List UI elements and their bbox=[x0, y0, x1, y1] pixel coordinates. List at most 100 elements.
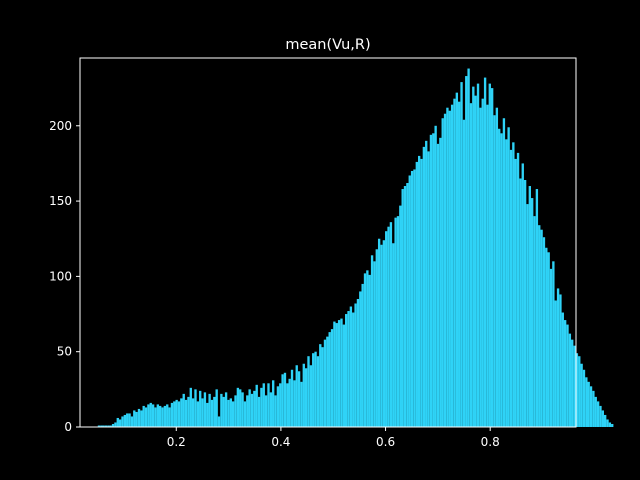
histogram-bar bbox=[561, 312, 564, 427]
y-tick-label: 200 bbox=[49, 119, 72, 133]
histogram-bar bbox=[312, 353, 315, 427]
histogram-bar bbox=[505, 139, 508, 427]
histogram-bar bbox=[573, 345, 576, 427]
histogram-bar bbox=[175, 399, 178, 427]
histogram-bar bbox=[441, 118, 444, 428]
histogram-bar bbox=[283, 372, 287, 427]
histogram-bar bbox=[147, 404, 150, 427]
histogram-bar bbox=[222, 396, 225, 427]
histogram-bar bbox=[328, 332, 331, 427]
histogram-bar bbox=[436, 143, 440, 427]
histogram-bar bbox=[490, 88, 494, 428]
histogram-bar bbox=[453, 98, 456, 428]
histogram-bar bbox=[257, 396, 261, 427]
histogram-bar bbox=[166, 404, 169, 427]
histogram-bar bbox=[100, 425, 103, 427]
histogram-bar bbox=[196, 401, 200, 427]
histogram-bar bbox=[385, 231, 388, 427]
histogram-bar bbox=[493, 115, 496, 427]
histogram-bar bbox=[279, 383, 282, 427]
histogram-bar bbox=[368, 274, 371, 427]
histogram-bar bbox=[401, 189, 404, 427]
histogram-bar bbox=[236, 387, 240, 427]
histogram-bar bbox=[114, 422, 117, 427]
histogram-bar bbox=[512, 142, 515, 427]
histogram-bar bbox=[109, 425, 112, 427]
histogram-bar bbox=[392, 243, 395, 427]
histogram-bar bbox=[159, 405, 162, 427]
histogram-bar bbox=[429, 134, 433, 427]
histogram-bar bbox=[163, 405, 167, 427]
histogram-bar bbox=[352, 312, 355, 427]
histogram-bar bbox=[191, 398, 195, 427]
histogram-bar bbox=[356, 298, 360, 427]
histogram-bar bbox=[208, 393, 211, 427]
histogram-bar bbox=[177, 401, 181, 427]
x-axis: 0.2 0.4 0.6 0.8 bbox=[167, 427, 500, 449]
histogram-bar bbox=[359, 291, 362, 427]
histogram-bar bbox=[462, 119, 466, 427]
histogram-bar bbox=[173, 401, 176, 427]
histogram-bar bbox=[611, 423, 614, 427]
histogram-bar bbox=[446, 107, 449, 427]
histogram-bar bbox=[507, 127, 510, 427]
histogram-bar bbox=[415, 161, 418, 428]
histogram-bar bbox=[599, 405, 602, 427]
histogram-bar bbox=[538, 225, 541, 427]
histogram-bar bbox=[241, 392, 244, 427]
histogram-bar bbox=[554, 300, 557, 427]
y-tick-label: 100 bbox=[49, 269, 72, 283]
histogram-bar bbox=[547, 252, 550, 427]
histogram-bar bbox=[387, 226, 390, 427]
histogram-bar bbox=[408, 175, 411, 427]
histogram-bar bbox=[559, 294, 562, 427]
histogram-bar bbox=[516, 152, 520, 427]
histogram-bar bbox=[314, 351, 317, 427]
x-tick-label: 0.4 bbox=[271, 435, 290, 449]
x-tick-label: 0.6 bbox=[376, 435, 395, 449]
histogram-bar bbox=[142, 405, 145, 427]
histogram-bar bbox=[248, 389, 251, 427]
histogram-bar bbox=[439, 137, 442, 427]
y-tick-label: 50 bbox=[57, 345, 72, 359]
histogram-bar bbox=[326, 336, 329, 427]
histogram-bar bbox=[521, 163, 524, 427]
histogram-bar bbox=[509, 149, 513, 427]
histogram-bar bbox=[316, 356, 320, 427]
histogram-bar bbox=[514, 158, 517, 427]
histogram-bar bbox=[427, 151, 430, 427]
histogram-bar bbox=[182, 393, 185, 427]
histogram-bar bbox=[403, 186, 407, 427]
histogram-bar bbox=[201, 398, 204, 427]
histogram-bar bbox=[498, 128, 501, 428]
histogram-bar bbox=[606, 419, 609, 427]
histogram-bar bbox=[519, 178, 522, 427]
histogram-bar bbox=[349, 306, 353, 427]
histogram-bar bbox=[526, 204, 529, 427]
histogram-bar bbox=[571, 339, 574, 427]
histogram-bar bbox=[434, 125, 437, 427]
histogram-bar bbox=[410, 170, 414, 427]
histogram-bar bbox=[130, 416, 134, 427]
histogram-bar bbox=[250, 393, 254, 427]
histogram-bar bbox=[220, 393, 223, 427]
histogram-bar bbox=[594, 396, 597, 427]
histogram-bar bbox=[276, 386, 280, 427]
histogram-bar bbox=[540, 229, 543, 427]
histogram-bar bbox=[180, 398, 183, 427]
histogram-bar bbox=[363, 273, 367, 427]
histogram-bar bbox=[333, 321, 336, 427]
histogram-bar bbox=[206, 402, 209, 427]
histogram-bar bbox=[589, 386, 593, 427]
histogram-bar bbox=[345, 314, 348, 427]
histogram-bar bbox=[460, 82, 463, 427]
histogram-bar bbox=[596, 401, 600, 427]
histogram-bar bbox=[450, 104, 454, 427]
histogram-bar bbox=[474, 95, 477, 428]
histogram-bar bbox=[549, 268, 553, 427]
histogram-bar bbox=[161, 407, 164, 427]
histogram-bar bbox=[199, 390, 202, 427]
histogram-bar bbox=[425, 140, 428, 427]
histogram-bar bbox=[608, 422, 612, 427]
histogram-bar bbox=[399, 205, 402, 427]
